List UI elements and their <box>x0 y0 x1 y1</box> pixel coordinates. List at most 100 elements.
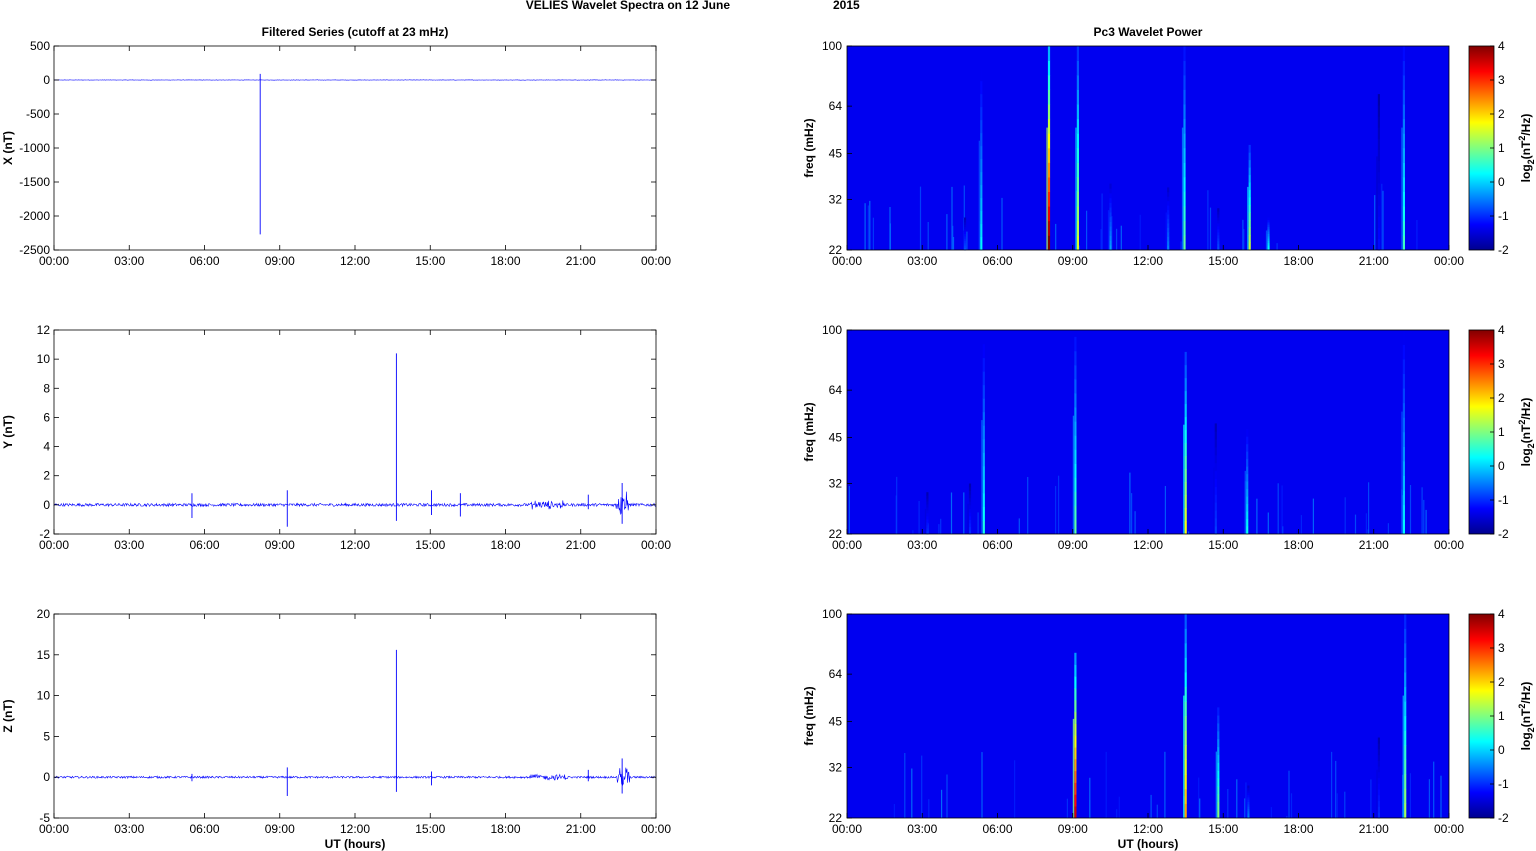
colorbar-tick-label: 3 <box>1498 641 1505 655</box>
heatmap-cell <box>867 205 869 250</box>
heatmap-cell <box>1167 245 1170 251</box>
heatmap-cell <box>1217 208 1220 212</box>
heatmap-cell <box>952 237 955 250</box>
x-tick-label: 06:00 <box>189 822 219 836</box>
heatmap-cell <box>1184 508 1187 522</box>
heatmap-cell <box>982 357 985 372</box>
heatmap-cell <box>1214 494 1217 503</box>
heatmap-cell <box>1184 614 1187 629</box>
x-tick-label: 06:00 <box>189 254 219 268</box>
heatmap-cell <box>1217 723 1220 732</box>
y-tick-label: 22 <box>829 527 843 541</box>
heatmap-cell <box>1184 390 1187 405</box>
heatmap-cell <box>1109 231 1112 236</box>
heatmap-cell <box>1076 235 1079 251</box>
heatmap-cell <box>966 231 968 250</box>
heatmap-cell <box>1167 214 1170 220</box>
heatmap-cell <box>1267 512 1269 534</box>
heatmap-cell <box>1246 443 1249 452</box>
heatmap-cell <box>1402 220 1405 236</box>
x-tick-label: 00:00 <box>641 254 671 268</box>
heatmap-cell <box>1214 478 1217 487</box>
heatmap-cell <box>977 512 979 534</box>
heatmap-cell <box>1247 787 1250 791</box>
x-tick-label: 12:00 <box>340 254 370 268</box>
heatmap-cell <box>1377 812 1380 819</box>
heatmap-cell <box>980 224 983 238</box>
heatmap-cell <box>1014 760 1016 818</box>
heatmap-cell <box>968 526 972 531</box>
y-tick-label: -2500 <box>19 243 50 257</box>
heatmap-cell <box>1247 804 1250 807</box>
heatmap-cell <box>1047 75 1051 90</box>
heatmap-cell <box>864 203 866 250</box>
heatmap-cell <box>1377 777 1380 784</box>
heatmap-cell <box>1184 456 1187 470</box>
heatmap-cell <box>982 520 985 535</box>
heatmap-cell <box>1167 187 1170 193</box>
heatmap-cell <box>980 67 983 82</box>
colorbar <box>1468 329 1495 535</box>
heatmap-cell <box>982 371 985 386</box>
x-tick-label: 00:00 <box>641 538 671 552</box>
y-tick-label: 0 <box>43 498 50 512</box>
heatmap-cell <box>1246 526 1249 535</box>
heatmap-cell <box>951 186 953 250</box>
heatmap-cell <box>1027 477 1029 534</box>
heatmap-cell <box>918 501 920 534</box>
heatmap-cell <box>980 106 983 121</box>
heatmap-cell <box>1184 628 1187 644</box>
colorbar-tick-label: 0 <box>1498 175 1505 189</box>
x-tick-label: 18:00 <box>1283 538 1313 552</box>
heatmap-cell <box>1184 730 1187 746</box>
x-tick-label: 21:00 <box>566 822 596 836</box>
heatmap-cell <box>1246 436 1249 445</box>
heatmap-cell <box>1246 511 1249 520</box>
heatmap-cell <box>1247 794 1250 798</box>
heatmap-cell <box>1109 240 1112 246</box>
heatmap-cell <box>1246 428 1249 437</box>
heatmap-cell <box>1167 209 1170 215</box>
heatmap-cell <box>1247 799 1250 802</box>
colorbar-tick-label: 1 <box>1498 709 1505 723</box>
heatmap-cell <box>1404 759 1407 775</box>
heatmap-cell <box>1074 723 1077 736</box>
heatmap-cell <box>1290 793 1293 818</box>
series-trace-z <box>53 767 656 786</box>
y-tick-label: 45 <box>829 715 843 729</box>
x-tick-label: 09:00 <box>265 822 295 836</box>
heatmap-cell <box>1116 228 1118 250</box>
heatmap-cell <box>1074 770 1077 783</box>
y-tick-label: -1500 <box>19 175 50 189</box>
heatmap-cell <box>1074 794 1077 807</box>
heatmap-cell <box>1377 194 1380 206</box>
heatmap-cell <box>1184 745 1187 760</box>
heatmap-cell <box>1402 206 1405 222</box>
heatmap-cell <box>1055 223 1057 250</box>
heatmap-cell <box>1072 718 1075 818</box>
heatmap-cell <box>1180 241 1182 250</box>
heatmap-cell <box>982 439 985 453</box>
heatmap-cell <box>1074 759 1077 772</box>
heatmap-cell <box>963 222 967 225</box>
colorbar-tick-label: -2 <box>1498 527 1509 541</box>
heatmap-cell <box>1134 511 1136 534</box>
heatmap-cell <box>904 753 906 818</box>
heatmap-cell <box>1047 46 1051 61</box>
heatmap-cell <box>1109 226 1112 232</box>
heatmap-cell <box>968 497 972 502</box>
colorbar-tick-label: 3 <box>1498 357 1505 371</box>
y-axis-label: freq (mHz) <box>802 686 816 745</box>
heatmap-cell <box>982 412 985 426</box>
y-tick-label: 10 <box>37 352 51 366</box>
y-tick-label: 12 <box>37 323 51 337</box>
y-tick-label: 22 <box>829 243 843 257</box>
heatmap-cell <box>980 237 983 251</box>
heatmap-cell <box>980 80 983 95</box>
y-tick-label: 4 <box>43 440 50 454</box>
x-tick-label: 18:00 <box>490 538 520 552</box>
heatmap-cell <box>1267 226 1270 230</box>
heatmap-cell <box>1265 230 1268 250</box>
